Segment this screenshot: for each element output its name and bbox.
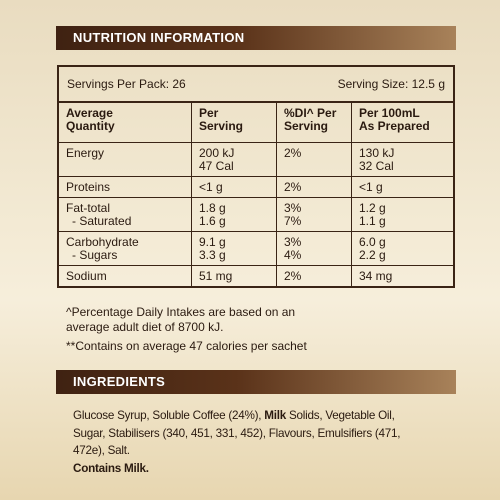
servings-row: Servings Per Pack: 26 Serving Size: 12.5… (59, 67, 453, 103)
cell-line: 32 Cal (359, 159, 394, 173)
table-row: Proteins <1 g 2% <1 g (59, 176, 453, 198)
table-cell: 1.8 g 1.6 g (191, 197, 277, 232)
footnote-line: average adult diet of 8700 kJ. (66, 320, 224, 334)
table-cell: 34 mg (351, 265, 453, 286)
table-cell: 200 kJ 47 Cal (191, 142, 277, 177)
cell-line: 9.1 g (199, 235, 226, 249)
allergen-statement: Contains Milk. (73, 461, 149, 475)
table-cell: 1.2 g 1.1 g (351, 197, 453, 232)
cell-line: 6.0 g (359, 235, 386, 249)
cell-line: Carbohydrate (66, 235, 139, 249)
ingredients-line: Glucose Syrup, Soluble Coffee (24%), Mil… (73, 407, 400, 425)
table-row: Sodium 51 mg 2% 34 mg (59, 265, 453, 286)
table-cell: 9.1 g 3.3 g (191, 231, 277, 266)
table-cell: <1 g (191, 176, 277, 198)
section-header: INGREDIENTS (56, 370, 456, 394)
cell-line: 2% (284, 269, 302, 283)
cell-line: Average (66, 106, 113, 120)
cell-line: 51 mg (199, 269, 233, 283)
cell-line: 3% (284, 235, 302, 249)
table-cell: 2% (276, 265, 352, 286)
cell-line: Energy (66, 146, 105, 160)
ingredients-line: 472e), Salt. (73, 442, 400, 460)
table-cell: Energy (59, 142, 192, 177)
serving-size: Serving Size: 12.5 g (337, 77, 445, 91)
cell-line: 7% (284, 214, 302, 228)
ingredients-part: 472e), Salt. (73, 444, 130, 457)
footnotes: ^Percentage Daily Intakes are based on a… (66, 305, 307, 354)
table-cell: Per 100mL As Prepared (351, 103, 453, 143)
cell-line: 1.2 g (359, 201, 386, 215)
cell-line: <1 g (199, 180, 223, 194)
cell-line: Proteins (66, 180, 111, 194)
cell-line: Quantity (66, 119, 115, 133)
table-cell: Sodium (59, 265, 192, 286)
cell-line: 3.3 g (199, 248, 226, 262)
cell-line: 1.6 g (199, 214, 226, 228)
cell-line: Serving (199, 119, 244, 133)
cell-line: 34 mg (359, 269, 393, 283)
cell-line: 2.2 g (359, 248, 386, 262)
servings-per-pack: Servings Per Pack: 26 (67, 77, 186, 91)
cell-line: 4% (284, 248, 302, 262)
cell-line: 1.8 g (199, 201, 226, 215)
table-cell: 6.0 g 2.2 g (351, 231, 453, 266)
cell-line: Per (199, 106, 219, 120)
cell-line: Per 100mL (359, 106, 420, 120)
cell-line: 130 kJ (359, 146, 395, 160)
cell-line: 2% (284, 146, 302, 160)
cell-line: As Prepared (359, 119, 430, 133)
table-row: Energy 200 kJ 47 Cal 2% 130 kJ 32 Cal (59, 142, 453, 177)
cell-line: - Sugars (72, 248, 118, 262)
footnote-line: **Contains on average 47 calories per sa… (66, 339, 307, 353)
table-cell: 130 kJ 32 Cal (351, 142, 453, 177)
table-cell: 2% (276, 176, 352, 198)
cell-line: 2% (284, 180, 302, 194)
table-cell: 2% (276, 142, 352, 177)
footnote-line: ^Percentage Daily Intakes are based on a… (66, 305, 296, 319)
footnote: **Contains on average 47 calories per sa… (66, 339, 307, 354)
cell-line: 200 kJ (199, 146, 235, 160)
table-cell: %DI^ Per Serving (276, 103, 352, 143)
table-cell: Carbohydrate - Sugars (59, 231, 192, 266)
ingredients-part: Solids, Vegetable Oil, (286, 409, 395, 422)
nutrition-table: Average Quantity Per Serving %DI^ Per Serving… (59, 103, 453, 286)
header-row: Average Quantity Per Serving %DI^ Per Serving… (59, 103, 453, 143)
table-cell: Average Quantity (59, 103, 192, 143)
table-cell: 51 mg (191, 265, 277, 286)
table-cell: Proteins (59, 176, 192, 198)
cell-line: 1.1 g (359, 214, 386, 228)
footnote: ^Percentage Daily Intakes are based on a… (66, 305, 307, 335)
ingredients-part: Glucose Syrup, Soluble Coffee (24%), (73, 409, 265, 422)
ingredients-text: Glucose Syrup, Soluble Coffee (24%), Mil… (73, 407, 401, 477)
table-cell: Per Serving (191, 103, 277, 143)
table-cell: Fat-total - Saturated (59, 197, 192, 232)
nutrition-panel: Servings Per Pack: 26 Serving Size: 12.5… (57, 65, 455, 288)
cell-line: 47 Cal (199, 159, 234, 173)
table-cell: 3% 7% (276, 197, 352, 232)
table-cell: <1 g (351, 176, 453, 198)
cell-line: <1 g (359, 180, 383, 194)
cell-line: Serving (284, 119, 329, 133)
table-cell: 3% 4% (276, 231, 352, 266)
cell-line: - Saturated (72, 214, 132, 228)
cell-line: 3% (284, 201, 302, 215)
cell-line: %DI^ Per (284, 106, 337, 120)
ingredients-part: Sugar, Stabilisers (340, 451, 331, 452),… (73, 426, 401, 440)
ingredients-line: Sugar, Stabilisers (340, 451, 331, 452),… (73, 425, 401, 443)
ingredients-part: Milk (264, 409, 287, 422)
section-header: NUTRITION INFORMATION (56, 26, 456, 50)
cell-line: Sodium (66, 269, 107, 283)
cell-line: Fat-total (66, 201, 111, 215)
